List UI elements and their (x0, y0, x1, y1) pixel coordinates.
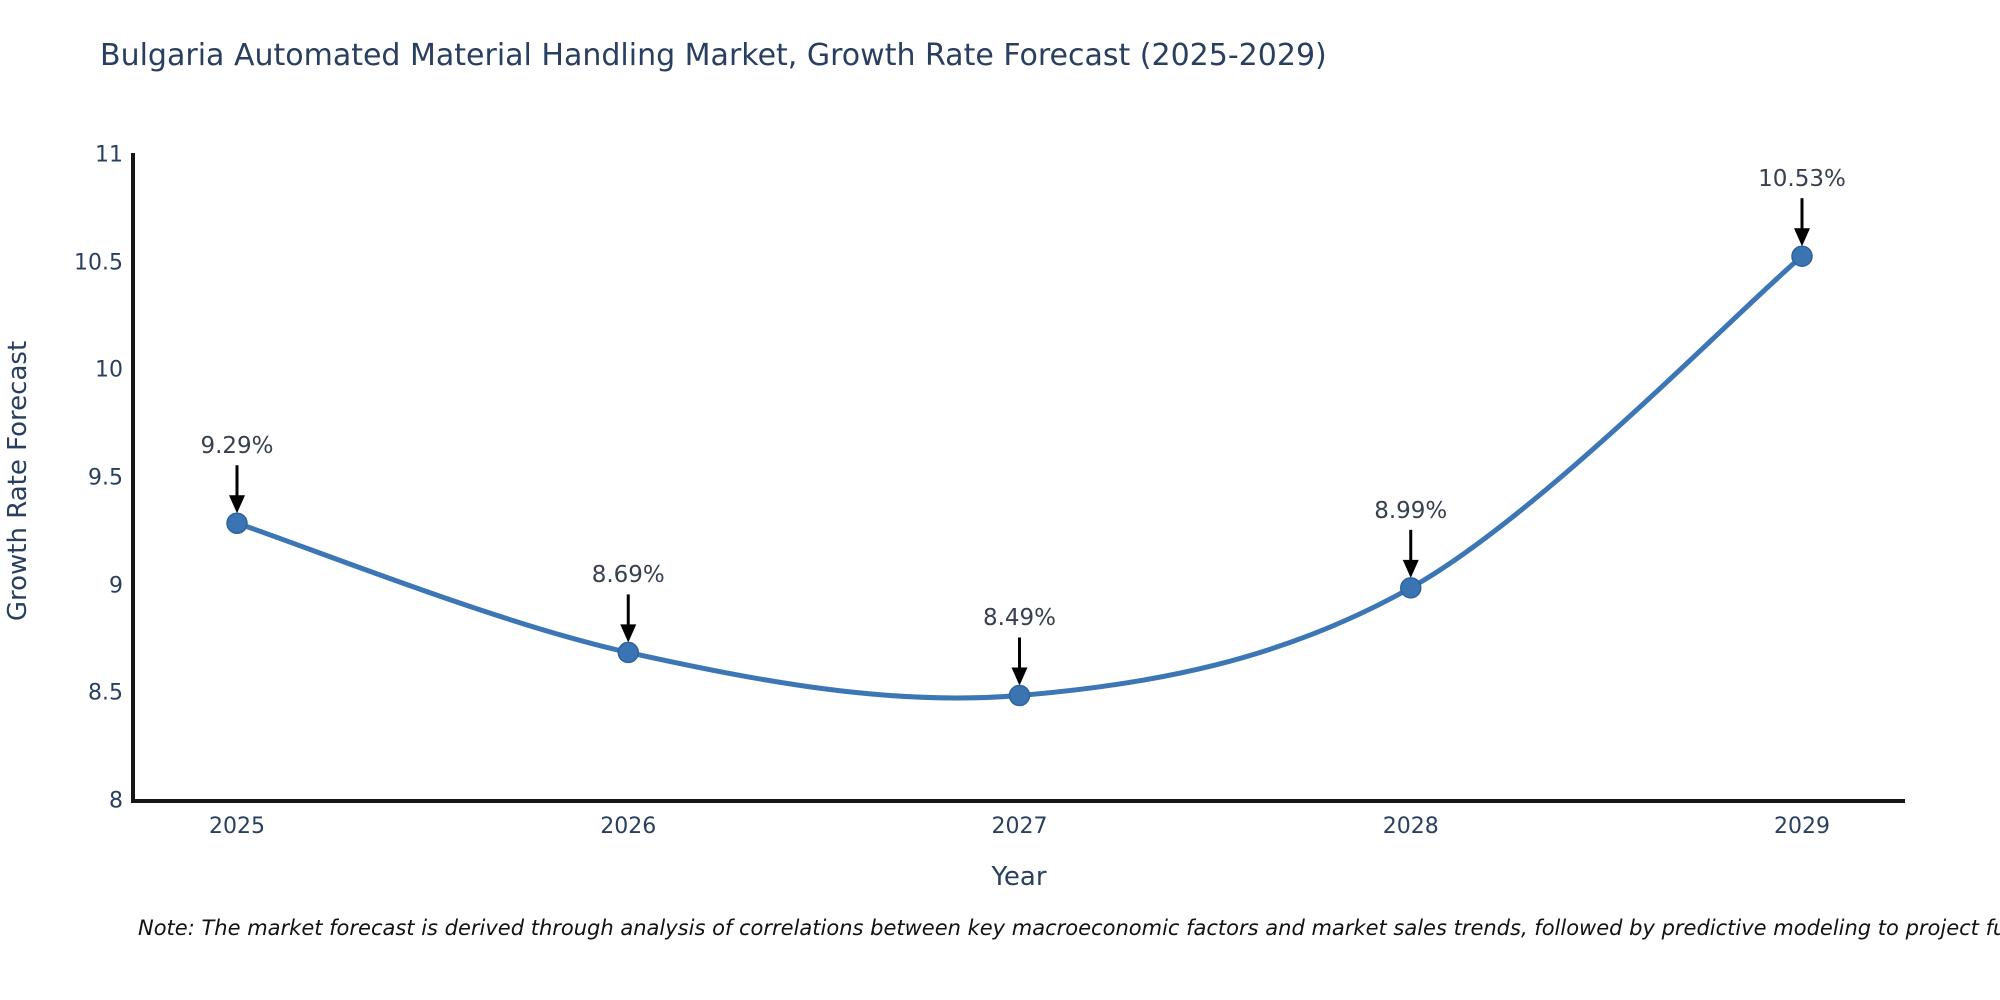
x-tick-label: 2027 (991, 814, 1048, 839)
x-tick-label: 2028 (1382, 814, 1439, 839)
annotation-arrow-head (620, 624, 637, 643)
y-tick-label: 10.5 (74, 250, 123, 276)
y-tick-label: 8.5 (88, 680, 123, 706)
annotation-arrow-head (1402, 559, 1419, 578)
forecast-line (236, 254, 1804, 701)
y-tick-label: 11 (95, 142, 123, 168)
y-tick-label: 8 (109, 788, 123, 814)
x-tick-label: 2026 (600, 814, 657, 839)
y-tick-label: 9 (109, 573, 123, 599)
annotation-arrow-head (1011, 667, 1028, 686)
series-group (226, 198, 1813, 707)
x-axis-title: Year (991, 862, 1047, 892)
data-point-marker[interactable] (1008, 684, 1031, 707)
data-point-marker[interactable] (1791, 245, 1813, 267)
y-axis-title: Growth Rate Forecast (3, 340, 33, 622)
point-value-annotation: 8.49% (982, 605, 1057, 632)
y-tick-label: 10 (95, 357, 123, 383)
point-value-annotation: 8.69% (591, 562, 665, 589)
chart-title: Bulgaria Automated Material Handling Mar… (100, 38, 1327, 73)
data-point-marker[interactable] (1400, 577, 1422, 599)
point-value-annotation: 10.53% (1758, 166, 1846, 193)
data-point-marker[interactable] (226, 512, 248, 534)
footnote: Note: The market forecast is derived thr… (138, 916, 2000, 940)
x-tick-label: 2029 (1774, 814, 1830, 839)
x-tick-label: 2025 (209, 814, 265, 839)
annotation-arrow-head (229, 495, 245, 514)
point-value-annotation: 9.29% (200, 433, 274, 460)
data-point-marker[interactable] (617, 641, 639, 664)
point-value-annotation: 8.99% (1374, 497, 1448, 524)
y-tick-label: 9.5 (88, 465, 123, 491)
annotation-arrow-head (1794, 228, 1810, 247)
